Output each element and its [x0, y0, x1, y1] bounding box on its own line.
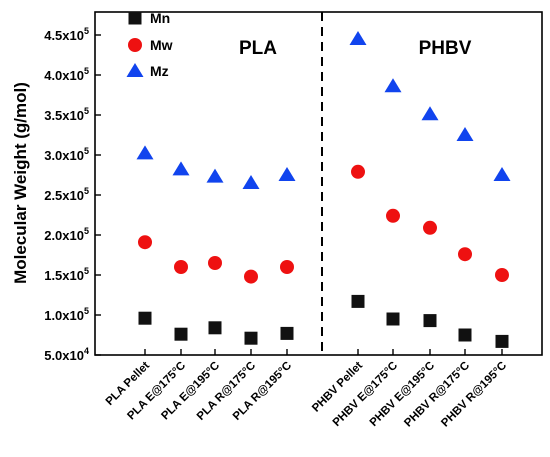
legend-label-mz: Mz	[150, 63, 169, 79]
data-point-mw	[174, 260, 188, 274]
y-axis-title: Molecular Weight (g/mol)	[11, 82, 30, 284]
plot-frame	[94, 11, 543, 356]
y-tick-label: 2.0x105	[44, 226, 89, 243]
y-tick-label: 2.5x105	[44, 186, 89, 203]
data-point-mw	[280, 260, 294, 274]
x-tick-label: PHBV R@175°C	[402, 360, 472, 430]
data-point-mz	[206, 168, 224, 183]
data-point-mn	[386, 312, 400, 326]
data-point-mz	[493, 167, 511, 181]
legend-marker-mn	[128, 11, 142, 25]
x-tick-label: PHBV E@175°C	[331, 360, 400, 429]
data-point-mn	[495, 334, 509, 348]
data-point-mn	[458, 328, 472, 342]
data-point-mn	[174, 327, 188, 341]
data-point-mz	[384, 78, 402, 93]
data-point-mw	[386, 208, 400, 223]
data-point-mz	[456, 127, 474, 141]
data-point-mw	[208, 256, 222, 270]
x-tick-label: PHBV E@195°C	[368, 360, 437, 429]
y-tick-label: 3.5x105	[44, 106, 89, 123]
data-point-mw	[458, 247, 472, 262]
data-point-mz	[421, 106, 439, 121]
data-point-mz	[349, 31, 367, 45]
group-label-pla: PLA	[239, 38, 277, 59]
data-point-mw	[351, 164, 365, 179]
legend: Mn Mw Mz	[126, 10, 173, 79]
y-tick-label: 3.0x105	[44, 146, 89, 163]
data-point-mn	[138, 311, 152, 325]
y-tick-label: 1.5x105	[44, 266, 89, 283]
data-point-mz	[136, 145, 154, 160]
data-point-mz	[278, 167, 296, 181]
legend-label-mw: Mw	[150, 37, 173, 53]
data-point-mz	[172, 161, 190, 176]
legend-label-mn: Mn	[150, 10, 170, 26]
y-tick-label: 4.0x105	[44, 66, 89, 83]
y-tick-label: 1.0x105	[44, 306, 89, 323]
data-point-mn	[208, 321, 222, 335]
data-point-mw	[495, 268, 509, 282]
data-point-mn	[244, 331, 258, 345]
x-tick-label: PHBV R@195°C	[439, 360, 509, 430]
data-point-mn	[280, 326, 294, 340]
y-tick-label: 4.5x105	[44, 26, 89, 43]
group-label-phbv: PHBV	[419, 38, 472, 59]
y-tick-label: 5.0x104	[44, 346, 89, 363]
data-point-mw	[244, 269, 258, 284]
data-point-mn	[423, 314, 437, 328]
data-point-mn	[351, 294, 365, 308]
y-axis: 5.0x104 1.0x105 1.5x105 2.0x105 2.5x105 3.0x1…	[44, 26, 101, 363]
legend-marker-mz	[126, 63, 144, 77]
data-point-mw	[138, 235, 152, 250]
data-point-mz	[242, 175, 260, 189]
data-points	[136, 31, 511, 348]
legend-marker-mw	[128, 38, 142, 52]
data-point-mw	[423, 220, 437, 235]
